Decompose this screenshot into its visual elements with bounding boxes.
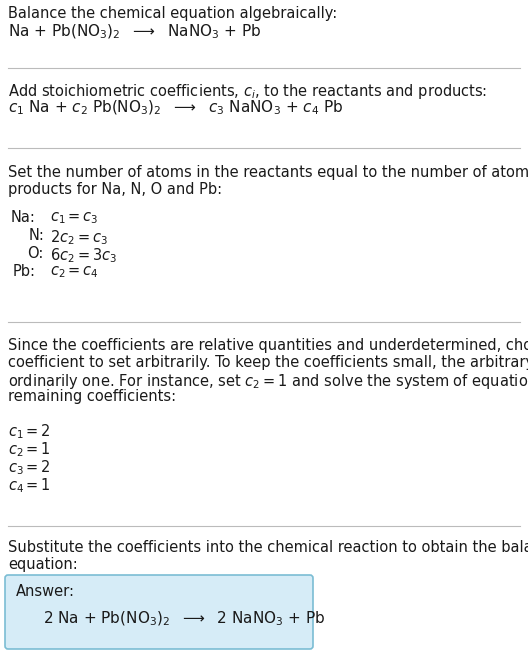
Text: coefficient to set arbitrarily. To keep the coefficients small, the arbitrary va: coefficient to set arbitrarily. To keep … <box>8 355 528 370</box>
Text: $c_1 = 2$: $c_1 = 2$ <box>8 422 51 441</box>
FancyBboxPatch shape <box>5 575 313 649</box>
Text: Since the coefficients are relative quantities and underdetermined, choose a: Since the coefficients are relative quan… <box>8 338 528 353</box>
Text: O:: O: <box>27 246 44 261</box>
Text: Pb:: Pb: <box>13 264 36 279</box>
Text: $c_1$ Na + $c_2$ Pb(NO$_3$)$_2$  $\longrightarrow$  $c_3$ NaNO$_3$ + $c_4$ Pb: $c_1$ Na + $c_2$ Pb(NO$_3$)$_2$ $\longri… <box>8 99 343 117</box>
Text: Add stoichiometric coefficients, $c_i$, to the reactants and products:: Add stoichiometric coefficients, $c_i$, … <box>8 82 487 101</box>
Text: equation:: equation: <box>8 557 78 572</box>
Text: Answer:: Answer: <box>16 584 75 599</box>
Text: $c_3 = 2$: $c_3 = 2$ <box>8 458 51 477</box>
Text: Balance the chemical equation algebraically:: Balance the chemical equation algebraica… <box>8 6 337 21</box>
Text: $6 c_2 = 3 c_3$: $6 c_2 = 3 c_3$ <box>50 246 117 265</box>
Text: N:: N: <box>28 228 44 243</box>
Text: products for Na, N, O and Pb:: products for Na, N, O and Pb: <box>8 182 222 197</box>
Text: $c_2 = 1$: $c_2 = 1$ <box>8 440 51 459</box>
Text: Na + Pb(NO$_3$)$_2$  $\longrightarrow$  NaNO$_3$ + Pb: Na + Pb(NO$_3$)$_2$ $\longrightarrow$ Na… <box>8 23 261 41</box>
Text: Na:: Na: <box>11 210 36 225</box>
Text: ordinarily one. For instance, set $c_2 = 1$ and solve the system of equations fo: ordinarily one. For instance, set $c_2 =… <box>8 372 528 391</box>
Text: 2 Na + Pb(NO$_3$)$_2$  $\longrightarrow$  2 NaNO$_3$ + Pb: 2 Na + Pb(NO$_3$)$_2$ $\longrightarrow$ … <box>43 610 326 629</box>
Text: $c_4 = 1$: $c_4 = 1$ <box>8 476 51 495</box>
Text: Substitute the coefficients into the chemical reaction to obtain the balanced: Substitute the coefficients into the che… <box>8 540 528 555</box>
Text: $2 c_2 = c_3$: $2 c_2 = c_3$ <box>50 228 108 246</box>
Text: Set the number of atoms in the reactants equal to the number of atoms in the: Set the number of atoms in the reactants… <box>8 165 528 180</box>
Text: $c_1 = c_3$: $c_1 = c_3$ <box>50 210 99 226</box>
Text: remaining coefficients:: remaining coefficients: <box>8 389 176 404</box>
Text: $c_2 = c_4$: $c_2 = c_4$ <box>50 264 99 280</box>
